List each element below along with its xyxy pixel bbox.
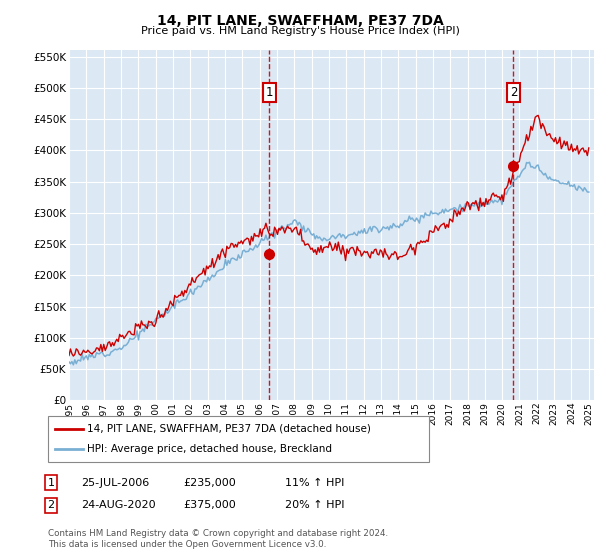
Text: 2: 2 [47,500,55,510]
Text: Contains HM Land Registry data © Crown copyright and database right 2024.
This d: Contains HM Land Registry data © Crown c… [48,529,388,549]
Text: Price paid vs. HM Land Registry's House Price Index (HPI): Price paid vs. HM Land Registry's House … [140,26,460,36]
Text: HPI: Average price, detached house, Breckland: HPI: Average price, detached house, Brec… [87,444,332,454]
Text: 25-JUL-2006: 25-JUL-2006 [81,478,149,488]
Text: 24-AUG-2020: 24-AUG-2020 [81,500,155,510]
Text: 1: 1 [266,86,273,99]
Text: £235,000: £235,000 [183,478,236,488]
Text: 14, PIT LANE, SWAFFHAM, PE37 7DA (detached house): 14, PIT LANE, SWAFFHAM, PE37 7DA (detach… [87,424,371,434]
Text: 20% ↑ HPI: 20% ↑ HPI [285,500,344,510]
Text: £375,000: £375,000 [183,500,236,510]
Text: 1: 1 [47,478,55,488]
Text: 2: 2 [509,86,517,99]
Text: 11% ↑ HPI: 11% ↑ HPI [285,478,344,488]
Text: 14, PIT LANE, SWAFFHAM, PE37 7DA: 14, PIT LANE, SWAFFHAM, PE37 7DA [157,14,443,28]
